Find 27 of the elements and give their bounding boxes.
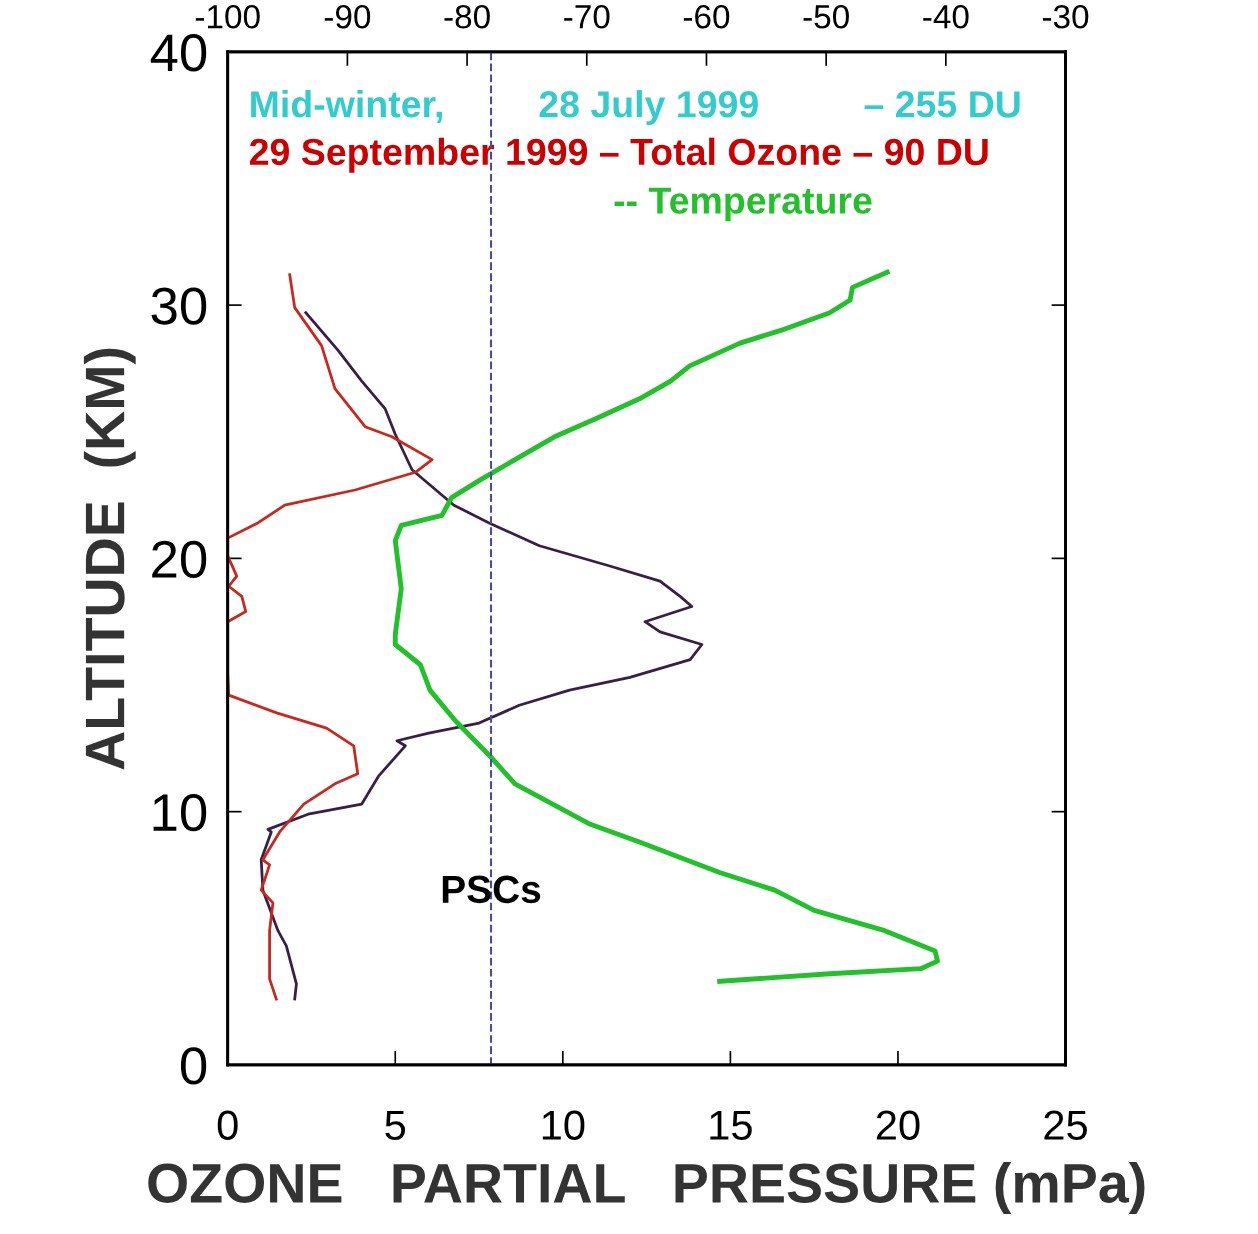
x-tick-label: 5 [385, 1110, 406, 1140]
y-tick-label: 40 [150, 34, 207, 72]
x2-tick-label: -70 [564, 4, 610, 29]
y-tick-label: 30 [151, 287, 207, 325]
x2-tick-label: -50 [803, 4, 849, 29]
y-tick-label: 10 [153, 793, 207, 832]
y-axis-title: ALTITUDE (KM) [83, 348, 136, 770]
x-tick-label: 25 [1044, 1110, 1087, 1140]
y-tick-label: 0 [180, 1047, 207, 1085]
annotation: Mid-winter, 28 July 1999 – 255 DU [251, 90, 1020, 126]
ref-line-label: PSCs [442, 875, 541, 904]
line-series [227, 273, 434, 1001]
x2-tick-label: -60 [683, 4, 730, 29]
line-series [259, 311, 704, 1001]
x2-tick-label: -90 [324, 4, 371, 29]
x-tick-label: 15 [710, 1110, 752, 1140]
x-tick-label: 20 [876, 1110, 920, 1140]
x-tick-label: 10 [542, 1110, 585, 1140]
annotation: -- Temperature [614, 187, 872, 222]
annotation: 29 September 1999 – Total Ozone – 90 DU [249, 137, 988, 173]
x-axis-title: OZONE PARTIAL PRESSURE (mPa) [148, 1162, 1145, 1214]
x2-tick-label: -80 [444, 4, 490, 29]
x2-tick-label: -30 [1042, 4, 1089, 29]
x2-tick-label: -40 [923, 4, 969, 29]
y-tick-label: 20 [152, 540, 207, 579]
x2-tick-label: -100 [195, 4, 260, 29]
x-tick-label: 0 [217, 1110, 238, 1140]
